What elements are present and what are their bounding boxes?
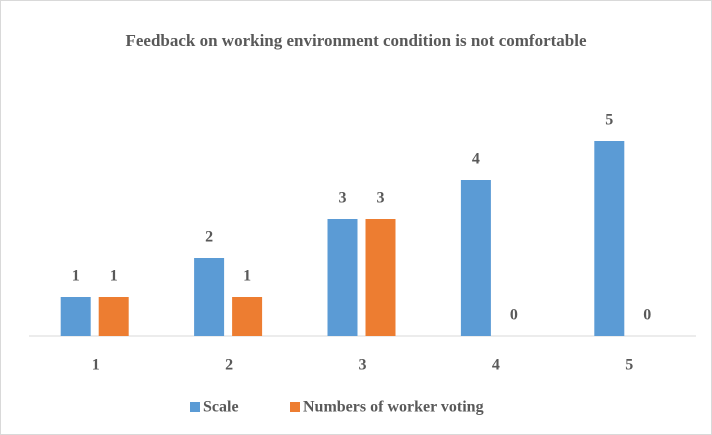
x-tick-label: 1 — [92, 357, 100, 374]
bar — [98, 297, 129, 336]
bar — [194, 258, 225, 336]
legend-swatch — [190, 402, 200, 412]
bar — [232, 297, 263, 336]
bar — [327, 219, 358, 336]
bar — [365, 219, 396, 336]
data-label: 1 — [72, 268, 80, 285]
bar — [460, 180, 491, 336]
x-tick-label: 2 — [225, 357, 233, 374]
data-label: 4 — [472, 151, 480, 168]
bar — [594, 141, 625, 336]
legend-label: Numbers of worker voting — [303, 399, 484, 416]
data-label: 0 — [643, 307, 651, 324]
legend-swatch — [290, 402, 300, 412]
chart-title: Feedback on working environment conditio… — [125, 31, 587, 50]
bar — [60, 297, 91, 336]
x-tick-label: 4 — [492, 357, 500, 374]
data-label: 5 — [605, 112, 613, 129]
data-label: 3 — [339, 190, 347, 207]
legend-label: Scale — [203, 399, 239, 416]
data-label: 1 — [243, 268, 251, 285]
x-tick-label: 5 — [625, 357, 633, 374]
data-label: 1 — [110, 268, 118, 285]
x-tick-label: 3 — [359, 357, 367, 374]
data-label: 3 — [377, 190, 385, 207]
data-label: 0 — [510, 307, 518, 324]
data-label: 2 — [205, 229, 213, 246]
